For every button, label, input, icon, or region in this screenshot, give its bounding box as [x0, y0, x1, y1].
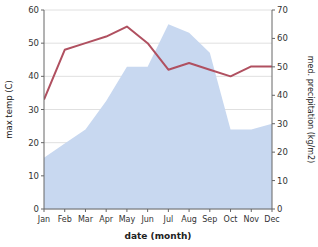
x-tick	[251, 209, 252, 212]
x-tick-label: Feb	[58, 215, 72, 224]
y2-tick	[272, 123, 275, 124]
y-tick	[41, 43, 44, 44]
grid-line	[44, 43, 272, 44]
y2-tick-label: 20	[277, 147, 288, 157]
x-tick-label: Jun	[140, 215, 154, 224]
x-tick-label: Jul	[163, 215, 174, 224]
y-tick-label: 30	[28, 105, 39, 115]
x-tick	[209, 209, 210, 212]
y-tick	[41, 142, 44, 143]
y2-tick-label: 30	[277, 119, 288, 129]
y-tick	[41, 109, 44, 110]
y-tick-label: 20	[28, 138, 39, 148]
y2-axis-label: med. precipitation (kg/m2)	[306, 56, 315, 163]
y-tick	[41, 175, 44, 176]
y2-tick	[272, 180, 275, 181]
y2-tick-label: 60	[277, 33, 288, 43]
y2-tick	[272, 10, 275, 11]
x-tick-label: Nov	[243, 215, 259, 224]
chart: JanFebMarAprMayJunJulAugSepOctNovDec0102…	[0, 0, 318, 247]
y-tick	[41, 209, 44, 210]
y-tick	[41, 76, 44, 77]
x-tick	[126, 209, 127, 212]
x-tick	[189, 209, 190, 212]
y-tick-label: 60	[28, 5, 39, 15]
y-tick-label: 40	[28, 71, 39, 81]
x-tick	[85, 209, 86, 212]
y2-tick-label: 70	[277, 5, 288, 15]
y2-tick-label: 10	[277, 176, 288, 186]
x-tick	[168, 209, 169, 212]
x-tick-label: Jan	[37, 215, 50, 224]
temperature-line	[44, 27, 272, 100]
plot-area	[44, 24, 272, 209]
y-tick-label: 10	[28, 171, 39, 181]
grid-line	[44, 10, 272, 11]
x-tick	[230, 209, 231, 212]
x-tick	[147, 209, 148, 212]
y2-axis-line	[272, 10, 273, 209]
y2-tick-label: 40	[277, 90, 288, 100]
x-tick-label: May	[119, 215, 136, 224]
y2-tick	[272, 95, 275, 96]
x-tick-label: Oct	[224, 215, 238, 224]
y2-tick-label: 0	[277, 204, 282, 214]
x-axis-label: date (month)	[125, 231, 192, 241]
precipitation-area	[44, 24, 272, 209]
x-axis-line	[44, 209, 272, 210]
y2-tick	[272, 209, 275, 210]
x-tick	[64, 209, 65, 212]
x-tick-label: Sep	[202, 215, 217, 224]
y-axis-label: max temp (C)	[4, 80, 14, 139]
x-tick	[106, 209, 107, 212]
y-tick	[41, 10, 44, 11]
y2-tick-label: 50	[277, 62, 288, 72]
x-tick-label: Aug	[181, 215, 197, 224]
y-tick-label: 0	[34, 204, 39, 214]
y2-tick	[272, 38, 275, 39]
y2-tick	[272, 152, 275, 153]
x-tick-label: Dec	[264, 215, 279, 224]
x-tick-label: Apr	[99, 215, 114, 224]
x-tick-label: Mar	[78, 215, 94, 224]
y-tick-label: 50	[28, 38, 39, 48]
y2-tick	[272, 66, 275, 67]
grid-line	[44, 209, 272, 210]
